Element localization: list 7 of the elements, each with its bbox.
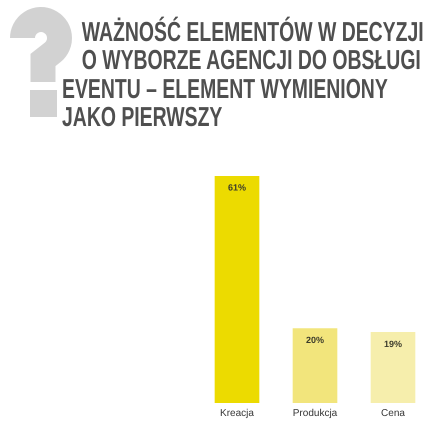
chart-title: WAŻNOŚĆ ELEMENTÓW W DECYZJI O WYBORZE AGENCJI DO OBSŁUGI EVENTU – ELEMENT WYMIENIONY JAKO PIERWSZY [62,16,424,132]
data-label: 20% [306,335,324,346]
data-label: 61% [228,182,246,192]
x-tick-label: Produkcja [292,408,338,419]
x-tick-label: Kreacja [220,408,254,419]
data-label: 19% [384,338,402,349]
x-tick-label: Cena [381,408,406,419]
